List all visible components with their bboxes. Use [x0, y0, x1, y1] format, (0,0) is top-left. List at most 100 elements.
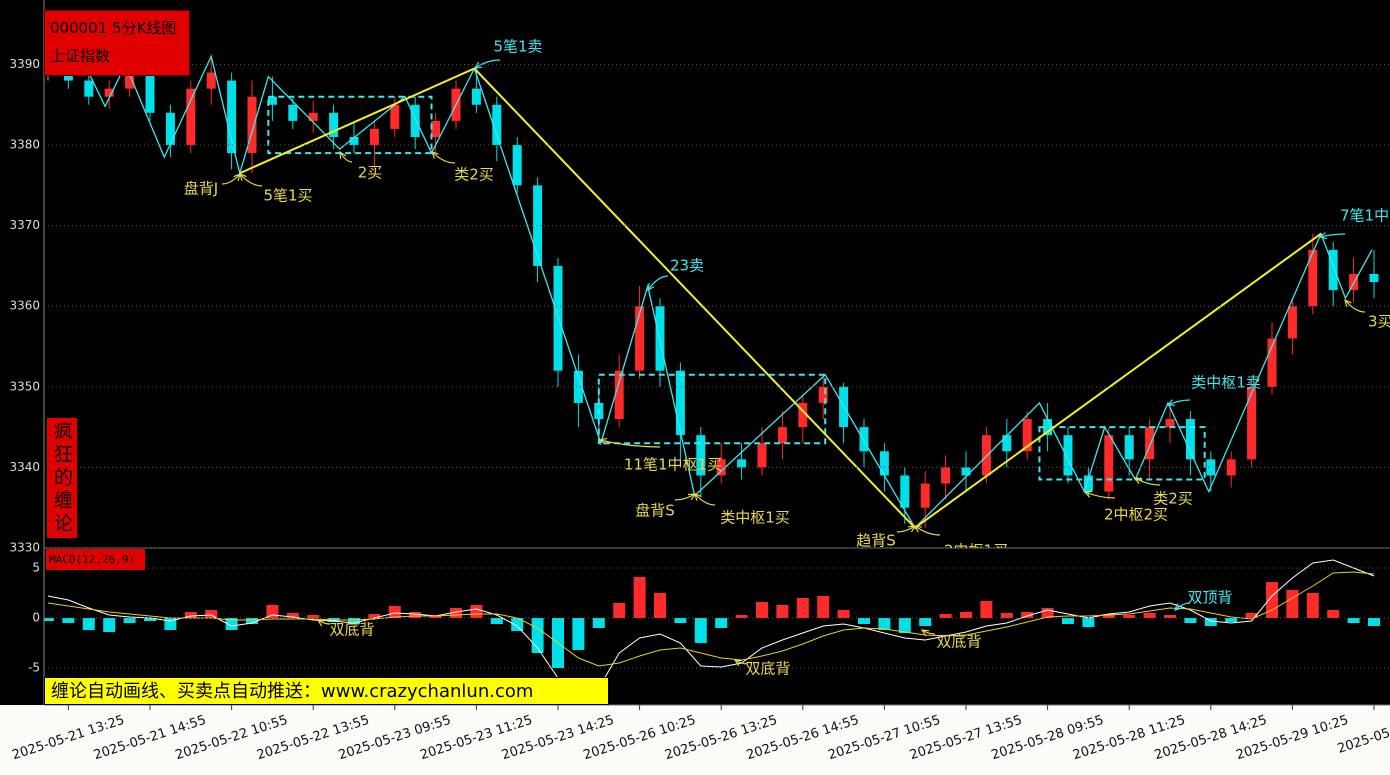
annotation-arrow	[239, 173, 263, 187]
candle-body	[308, 112, 318, 121]
candle-body	[145, 72, 155, 113]
candle-body	[1165, 419, 1175, 428]
macd-bar	[450, 608, 462, 618]
candle-body	[614, 370, 624, 420]
annotation-arrowhead	[1173, 603, 1182, 611]
candle-body	[492, 104, 502, 146]
candle-body	[1247, 386, 1257, 460]
annotation: 类2买	[1153, 490, 1193, 508]
candle-body	[716, 459, 726, 476]
macd-bar	[1021, 612, 1034, 618]
macd-bar	[858, 618, 870, 624]
candle-body	[1002, 435, 1012, 452]
banner: 缠论自动画线、买卖点自动推送：www.crazychanlun.com	[44, 677, 609, 705]
macd-line	[47, 571, 1375, 667]
macd-bar	[1062, 618, 1074, 624]
annotation-arrow	[647, 275, 669, 291]
macd-bar	[490, 618, 503, 624]
annotation: 11笔1中枢1买	[624, 456, 722, 474]
macd-bar	[205, 610, 218, 618]
annotation: 类中枢1买	[720, 509, 790, 527]
candle-body	[737, 459, 747, 468]
macd-bar	[1245, 613, 1258, 618]
macd-bar	[62, 618, 75, 623]
macd-bar	[1102, 614, 1115, 618]
candle-body	[696, 435, 706, 476]
chart-title: 000001 5分K线图	[50, 19, 177, 37]
annotation-arrow	[896, 525, 916, 533]
macd-bar	[307, 615, 320, 618]
macd-bar	[654, 593, 666, 618]
candle-body	[635, 306, 645, 371]
annotation: 5笔1买	[263, 187, 312, 205]
pivot-box	[267, 95, 433, 155]
annotation-arrow	[1174, 602, 1191, 611]
annotation: 盘背J	[184, 180, 218, 198]
macd-bar	[715, 618, 728, 628]
y-tick-label: 3360	[9, 299, 40, 313]
candle-body	[431, 120, 441, 137]
macd-bar	[1225, 618, 1238, 622]
annotation-arrowhead	[1133, 477, 1143, 485]
annotation-arrowhead	[733, 659, 743, 667]
candle-body	[227, 80, 237, 154]
macd-bar	[980, 601, 993, 618]
y-tick-label: 3330	[9, 541, 40, 555]
candle-body	[512, 145, 522, 186]
macd-bar	[103, 618, 116, 632]
annotation: 5笔1卖	[493, 38, 542, 56]
macd-title: MACD(12,26,9)	[46, 549, 145, 570]
candle-body	[1206, 459, 1216, 476]
macd-bar	[878, 618, 891, 630]
macd-bar	[1266, 582, 1278, 618]
macd-bar	[1164, 615, 1176, 618]
annotation: 2中枢1买	[944, 542, 1008, 560]
y-tick-label: 0	[32, 611, 40, 625]
candle-body	[247, 96, 257, 154]
macd-bar	[1143, 613, 1156, 618]
candle-body	[165, 112, 175, 146]
macd-bar	[837, 610, 850, 618]
annotation-arrow	[1319, 233, 1346, 238]
macd-bar	[1368, 618, 1380, 626]
macd-bar	[613, 603, 626, 618]
macd-bar	[144, 618, 156, 621]
macd-bar	[796, 598, 809, 618]
annotation-arrowhead	[913, 525, 922, 533]
annotation-arrowhead	[1318, 232, 1327, 240]
macd-bar	[1327, 610, 1340, 618]
y-tick-label: 5	[32, 561, 40, 575]
watermark: 疯狂的缠论	[47, 418, 77, 538]
macd-bar	[939, 614, 952, 618]
y-tick-label: 3390	[9, 57, 40, 71]
macd-bar	[409, 612, 422, 618]
pivot-box	[597, 373, 827, 445]
annotation-arrowhead	[1344, 298, 1352, 307]
annotation-arrowhead	[1083, 490, 1093, 498]
annotation: 2买	[358, 164, 383, 182]
annotation-arrow	[914, 525, 941, 536]
candle-body	[410, 104, 420, 137]
candle-body	[1145, 427, 1155, 460]
macd-bar	[368, 614, 381, 618]
annotation-arrow	[1167, 399, 1191, 406]
candle-body	[63, 72, 73, 81]
candle-body	[900, 475, 910, 508]
macd-bar	[1184, 618, 1197, 623]
candle-body	[1328, 249, 1338, 291]
annotation: 类2买	[454, 166, 494, 184]
annotation-arrowhead	[339, 150, 347, 160]
annotation: 双顶背	[1187, 589, 1232, 607]
annotation-arrow	[599, 439, 661, 448]
candle-body	[1287, 306, 1297, 339]
candle-body	[1063, 435, 1073, 476]
macd-bar	[1000, 613, 1013, 618]
candle-body	[879, 451, 889, 476]
y-tick-label: 3350	[9, 379, 40, 393]
macd-bar	[82, 618, 95, 630]
candle-body	[818, 386, 828, 403]
annotation-arrowhead	[473, 61, 483, 69]
annotation: 7笔1中	[1340, 207, 1389, 225]
